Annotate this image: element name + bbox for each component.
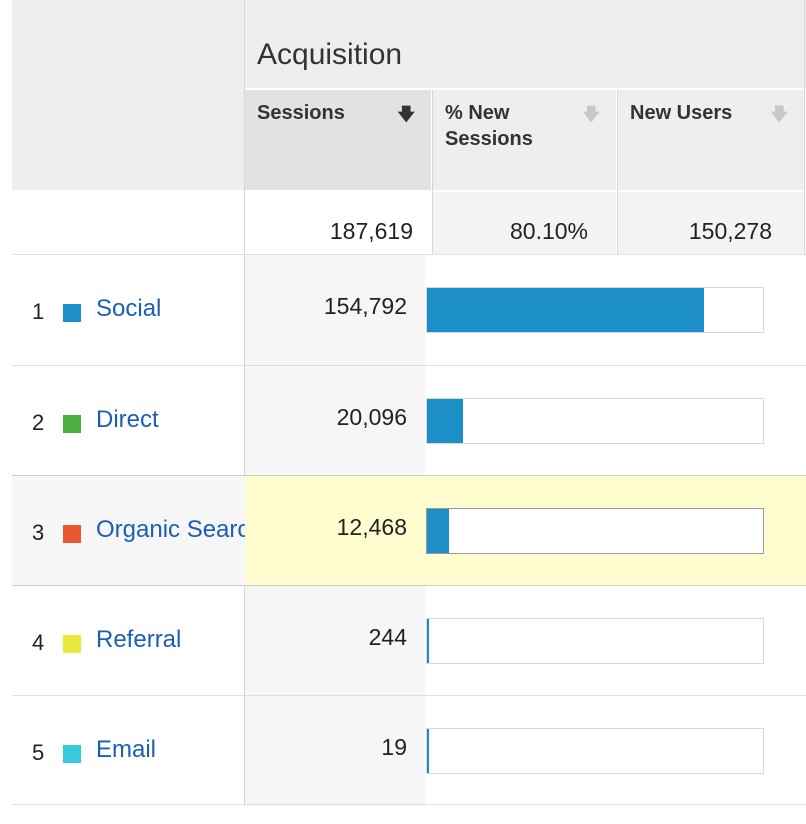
share-bar	[426, 728, 764, 774]
legend-swatch	[63, 745, 81, 763]
row-divider	[12, 254, 806, 255]
row-index: 2	[32, 410, 45, 435]
legend-swatch	[63, 525, 81, 543]
column-divider	[804, 0, 805, 254]
acquisition-group-header: Acquisition	[245, 0, 806, 88]
channel-link-email[interactable]: Email	[96, 736, 157, 763]
legend-swatch	[63, 635, 81, 653]
sort-arrow-down-icon[interactable]: 🡇	[397, 105, 415, 124]
total-pct-new-sessions: 80.10%	[433, 192, 616, 254]
sessions-cell: 20,096	[245, 366, 425, 476]
sessions-cell: 244	[245, 586, 425, 696]
table-row: 2 Direct 20,096	[12, 366, 806, 476]
row-divider	[12, 365, 806, 366]
column-header-new-users[interactable]: New Users 🡇	[618, 90, 804, 190]
legend-swatch	[63, 304, 81, 322]
share-bar-fill	[427, 509, 450, 553]
table-row: 4 Referral 244	[12, 586, 806, 696]
acquisition-title: Acquisition	[257, 38, 403, 71]
row-divider	[12, 804, 806, 805]
column-header-pct-new-sessions[interactable]: % New Sessions 🡇	[433, 90, 616, 190]
share-bar	[426, 287, 764, 333]
column-divider	[617, 90, 618, 254]
channel-link-organic-search[interactable]: Organic Search	[96, 516, 246, 543]
sessions-value: 19	[381, 734, 407, 760]
row-index: 4	[32, 630, 45, 655]
channel-link-direct[interactable]: Direct	[96, 406, 159, 433]
total-sessions: 187,619	[245, 192, 431, 254]
row-divider	[12, 475, 806, 476]
share-bar-fill	[427, 729, 429, 773]
table-row: 5 Email 19	[12, 696, 806, 806]
share-bar	[426, 618, 764, 664]
row-index: 3	[32, 520, 45, 545]
header-blank-cell	[12, 0, 244, 190]
sessions-cell: 19	[245, 696, 425, 806]
column-header-sessions[interactable]: Sessions 🡇	[245, 90, 431, 190]
share-bar-fill	[427, 619, 429, 663]
row-divider	[12, 695, 806, 696]
totals-blank-cell	[12, 192, 244, 254]
sessions-value: 12,468	[336, 514, 407, 540]
table-row-highlighted: 3 Organic Search 12,468	[12, 476, 806, 586]
sessions-value: 20,096	[336, 404, 407, 430]
channel-link-referral[interactable]: Referral	[96, 626, 182, 653]
share-bar	[426, 508, 764, 554]
share-bar-fill	[427, 399, 463, 443]
column-divider	[432, 90, 433, 254]
legend-swatch	[63, 415, 81, 433]
share-bar-fill	[427, 288, 705, 332]
column-label-pct-new-sessions: % New Sessions	[445, 102, 533, 150]
sessions-value: 244	[368, 624, 407, 650]
row-index: 5	[32, 740, 45, 765]
sort-arrow-down-icon[interactable]: 🡇	[770, 105, 788, 124]
sessions-value: 154,792	[323, 293, 407, 319]
row-divider	[12, 585, 806, 586]
channel-link-social[interactable]: Social	[96, 295, 162, 322]
column-label-sessions: Sessions	[257, 102, 345, 124]
sort-arrow-down-icon[interactable]: 🡇	[582, 105, 600, 124]
table-row: 1 Social 154,792	[12, 255, 806, 365]
column-label-new-users: New Users	[630, 102, 733, 124]
total-new-users: 150,278	[618, 192, 804, 254]
row-index: 1	[32, 299, 45, 324]
column-divider	[244, 0, 245, 804]
sessions-cell: 154,792	[245, 255, 425, 365]
sessions-cell: 12,468	[245, 476, 425, 586]
share-bar	[426, 398, 764, 444]
